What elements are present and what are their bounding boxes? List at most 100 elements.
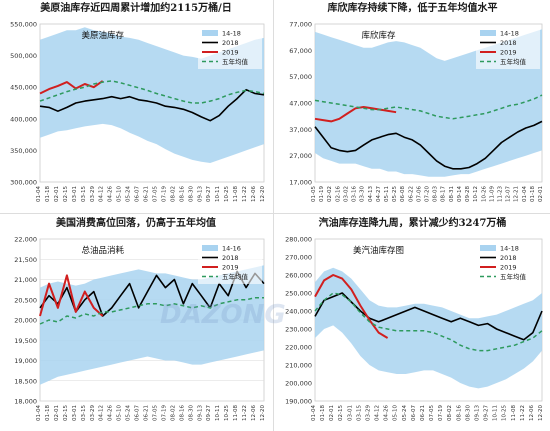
x-tick-label: 11-08	[233, 186, 239, 202]
x-tick-label: 06-21	[420, 405, 426, 421]
x-tick-label: 12-20	[260, 405, 266, 421]
x-tick-label: 09-14	[457, 186, 463, 202]
x-tick-label: 10-11	[215, 186, 221, 202]
chart-title: 美汽油库存图	[353, 245, 404, 256]
x-tick-label: 04-12	[375, 405, 381, 421]
series-line-2019	[314, 106, 397, 123]
x-tick-label: 02-02	[327, 186, 333, 202]
x-tick-label: 12-20	[260, 186, 266, 202]
legend-label: 五年均值	[222, 272, 249, 281]
x-tick-label: 12-06	[251, 186, 257, 202]
x-tick-label: 06-07	[411, 405, 417, 421]
series-line-2018	[39, 88, 265, 122]
x-tick-label: 02-01	[538, 186, 544, 202]
chart-title: 总油品消耗	[81, 245, 124, 256]
x-tick-label: 03-29	[90, 186, 96, 202]
y-tick-label: 280,000	[285, 236, 312, 244]
legend-swatch	[480, 245, 496, 251]
chart-svg: 18,000 18,500 19,000 19,500 20,000 20,500 21,0…	[14, 236, 266, 421]
x-tick-label: 09-27	[206, 405, 212, 421]
y-tick-label: 20,000	[14, 317, 37, 325]
x-tick-label: 03-29	[365, 405, 371, 421]
y-tick-label: 18,500	[14, 377, 37, 385]
y-tick-label: 200,000	[285, 380, 312, 388]
x-tick-label: 07-19	[161, 186, 167, 202]
x-tick-label: 02-15	[338, 405, 344, 421]
x-tick-label: 08-17	[441, 186, 447, 202]
series-line-五年均值	[314, 292, 543, 352]
y-tick-label: 27,000	[289, 152, 312, 160]
x-tick-label: 10-25	[502, 405, 508, 421]
x-tick-label: 01-18	[530, 186, 536, 202]
gasoline-inventory-panel: 汽油库存连降九周，累计减少约3247万桶 190,000 200,000 210,0…	[275, 215, 550, 431]
y-tick-label: 47,000	[289, 100, 312, 108]
x-tick-label: 08-02	[447, 405, 453, 421]
x-tick-label: 04-12	[99, 186, 105, 202]
x-tick-label: 12-20	[538, 405, 544, 421]
x-tick-label: 05-24	[126, 186, 132, 202]
y-tick-label: 77,000	[289, 21, 312, 29]
x-tick-label: 08-31	[449, 186, 455, 202]
y-tick-label: 270,000	[285, 254, 312, 262]
x-tick-label: 08-30	[465, 405, 471, 421]
x-tick-label: 01-04	[522, 186, 528, 202]
x-tick-label: 06-07	[135, 405, 141, 421]
x-tick-label: 01-04	[36, 405, 42, 421]
x-tick-label: 07-19	[161, 405, 167, 421]
series-line-2019	[314, 274, 389, 339]
x-tick-label: 05-11	[384, 186, 390, 202]
series-line-2019	[39, 274, 104, 317]
x-tick-label: 12-07	[506, 186, 512, 202]
x-tick-label: 11-22	[520, 405, 526, 421]
chart-svg: 190,000 200,000 210,000 220,000 230,000 240,0…	[285, 236, 544, 421]
y-tick-label: 400,000	[10, 115, 37, 123]
crude-inventory-panel: 美原油库存近四周累计增加约2115万桶/日 300,000 350,000 400,…	[0, 0, 272, 212]
x-tick-label: 05-10	[117, 405, 123, 421]
x-tick-label: 03-29	[90, 405, 96, 421]
y-tick-label: 190,000	[285, 398, 312, 406]
y-tick-label: 57,000	[289, 73, 312, 81]
range-band	[40, 265, 264, 385]
x-tick-label: 11-08	[511, 405, 517, 421]
y-tick-label: 500,000	[10, 52, 37, 60]
legend-label: 2018	[222, 254, 239, 262]
x-tick-label: 11-08	[233, 405, 239, 421]
legend-label: 14-18	[500, 245, 519, 253]
x-tick-label: 02-15	[63, 405, 69, 421]
y-tick-label: 22,000	[14, 236, 37, 244]
x-tick-label: 09-27	[484, 405, 490, 421]
chart-title: 库欣库存	[362, 30, 397, 41]
y-tick-label: 20,500	[14, 296, 37, 304]
x-tick-label: 02-16	[335, 186, 341, 202]
x-tick-label: 02-01	[329, 405, 335, 421]
x-tick-label: 01-18	[45, 405, 51, 421]
x-tick-label: 08-02	[170, 405, 176, 421]
x-tick-label: 03-15	[81, 186, 87, 202]
y-tick-label: 21,000	[14, 276, 37, 284]
x-tick-label: 02-01	[54, 405, 60, 421]
x-tick-label: 02-15	[63, 186, 69, 202]
x-tick-label: 03-01	[72, 186, 78, 202]
x-tick-label: 05-24	[402, 405, 408, 421]
x-tick-label: 10-12	[473, 186, 479, 202]
x-tick-label: 03-15	[356, 405, 362, 421]
x-tick-label: 03-02	[343, 186, 349, 202]
x-tick-label: 07-06	[416, 186, 422, 202]
legend-label: 2018	[222, 39, 239, 47]
legend-swatch	[480, 30, 496, 36]
x-tick-label: 09-13	[474, 405, 480, 421]
panel-headline: 汽油库存连降九周，累计减少约3247万桶	[318, 218, 507, 229]
vertical-divider	[273, 0, 274, 431]
x-tick-label: 03-01	[347, 405, 353, 421]
x-tick-label: 07-05	[429, 405, 435, 421]
series-line-2019	[39, 80, 104, 95]
x-tick-label: 05-24	[126, 405, 132, 421]
x-tick-label: 03-01	[72, 405, 78, 421]
x-tick-label: 04-13	[368, 186, 374, 202]
y-tick-label: 37,000	[289, 126, 312, 134]
x-tick-label: 11-09	[489, 186, 495, 202]
x-tick-label: 01-05	[311, 186, 317, 202]
panel-headline: 库欣库存持续下降，低于五年均值水平	[327, 3, 498, 14]
x-tick-label: 09-13	[197, 405, 203, 421]
legend-swatch	[202, 245, 218, 251]
